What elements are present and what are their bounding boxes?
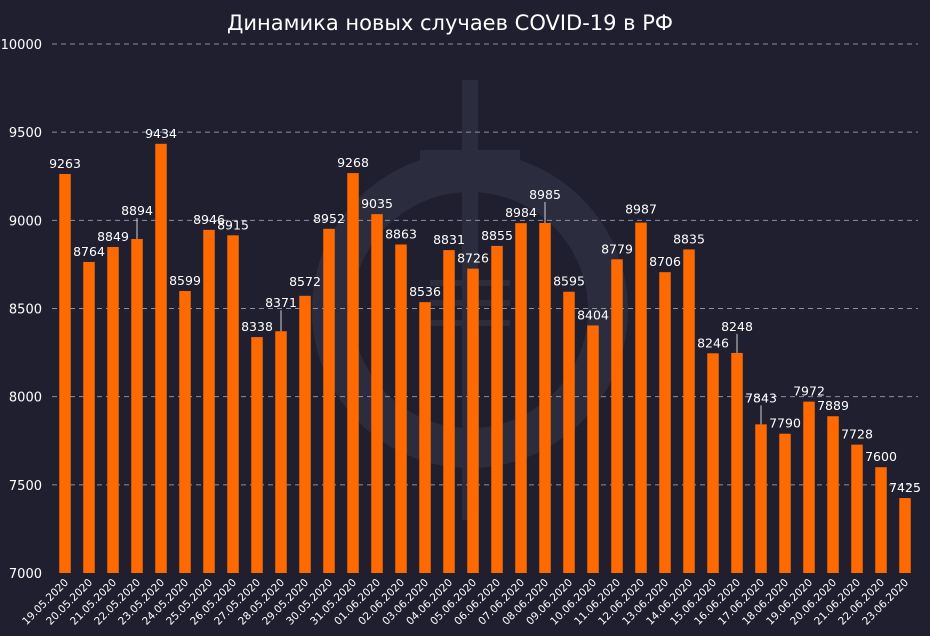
bar xyxy=(803,401,815,573)
bar xyxy=(227,235,239,574)
data-label: 7843 xyxy=(745,390,777,405)
y-tick-label: 10000 xyxy=(1,38,42,53)
chart-title: Динамика новых случаев COVID-19 в РФ xyxy=(227,11,673,35)
bar xyxy=(779,433,791,573)
bar xyxy=(827,416,839,573)
bar xyxy=(755,424,767,573)
data-label: 8706 xyxy=(649,254,681,269)
bar xyxy=(323,228,335,573)
data-label: 8894 xyxy=(121,203,153,218)
data-label: 8952 xyxy=(313,211,345,226)
data-label: 8371 xyxy=(265,295,297,310)
bar xyxy=(659,272,671,573)
data-label: 8536 xyxy=(409,284,441,299)
bar xyxy=(635,222,647,573)
data-label: 8835 xyxy=(673,231,705,246)
data-label: 8595 xyxy=(553,274,585,289)
data-label: 8946 xyxy=(193,212,225,227)
data-label: 8726 xyxy=(457,251,489,266)
bar xyxy=(491,245,503,573)
bar xyxy=(275,331,287,573)
data-label: 8985 xyxy=(529,187,561,202)
data-label: 7728 xyxy=(841,427,873,442)
data-label: 8246 xyxy=(697,335,729,350)
y-tick-label: 7500 xyxy=(9,479,42,494)
bar xyxy=(107,246,119,574)
data-label: 8572 xyxy=(289,274,321,289)
bar xyxy=(371,214,383,573)
bar xyxy=(707,353,719,573)
data-label: 9263 xyxy=(49,156,81,171)
bar xyxy=(443,250,455,573)
data-label: 8863 xyxy=(385,226,417,241)
data-label: 9268 xyxy=(337,155,369,170)
bar xyxy=(731,352,743,573)
bar xyxy=(587,325,599,573)
data-label: 8855 xyxy=(481,228,513,243)
data-label: 8248 xyxy=(721,319,753,334)
bar xyxy=(395,244,407,573)
bar xyxy=(419,302,431,573)
bar xyxy=(563,291,575,573)
data-label: 7790 xyxy=(769,416,801,431)
data-label: 8338 xyxy=(241,319,273,334)
bar xyxy=(131,239,143,574)
y-tick-label: 9500 xyxy=(9,126,42,141)
data-label: 8764 xyxy=(73,244,105,259)
data-label: 8849 xyxy=(97,229,129,244)
y-tick-label: 9000 xyxy=(9,214,42,229)
data-label: 8599 xyxy=(169,273,201,288)
data-label: 8984 xyxy=(505,205,537,220)
bar xyxy=(155,143,167,573)
data-label: 7600 xyxy=(865,449,897,464)
bar xyxy=(83,261,95,573)
bar xyxy=(875,467,887,573)
bar xyxy=(467,268,479,573)
data-label: 8404 xyxy=(577,307,609,322)
bar xyxy=(59,173,71,573)
bar xyxy=(179,291,191,573)
bar xyxy=(515,223,527,573)
data-label: 9035 xyxy=(361,196,393,211)
y-tick-label: 8500 xyxy=(9,303,42,318)
bar xyxy=(347,173,359,574)
bar xyxy=(899,498,911,573)
data-label: 8987 xyxy=(625,202,657,217)
bar xyxy=(683,249,695,573)
bar xyxy=(539,222,551,573)
bar xyxy=(299,295,311,573)
y-tick-label: 8000 xyxy=(9,391,42,406)
data-label: 7425 xyxy=(889,480,921,495)
data-label: 9434 xyxy=(145,126,177,141)
data-label: 8831 xyxy=(433,232,465,247)
data-label: 8779 xyxy=(601,241,633,256)
bar xyxy=(251,337,263,573)
y-tick-label: 7000 xyxy=(9,567,42,582)
data-label: 7889 xyxy=(817,398,849,413)
bar xyxy=(611,259,623,573)
bar xyxy=(851,444,863,573)
bar xyxy=(203,229,215,573)
data-label: 8915 xyxy=(217,217,249,232)
data-label: 7972 xyxy=(793,384,825,399)
